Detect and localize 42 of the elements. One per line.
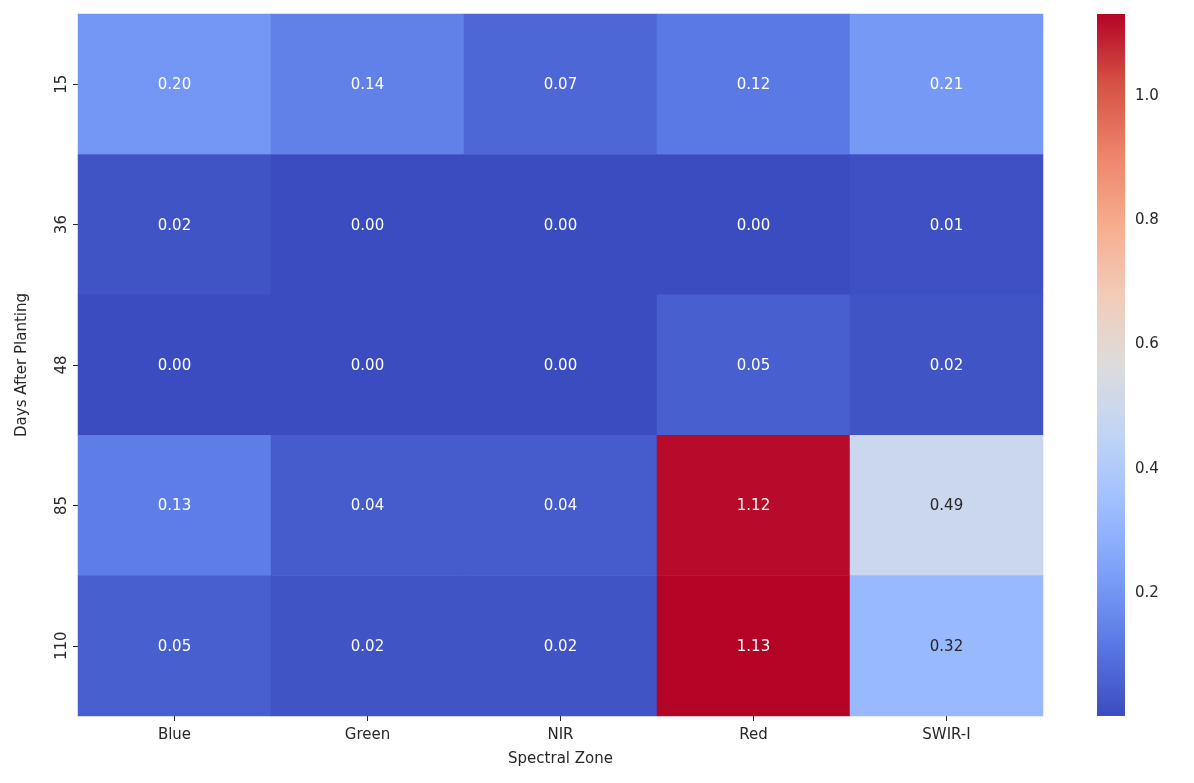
data-label: 0.32 — [929, 636, 964, 655]
x-tick-label: Blue — [157, 724, 192, 743]
data-label: 0.02 — [157, 215, 192, 234]
color-bar-label: 0.6 — [1135, 334, 1159, 353]
data-label: 1.13 — [736, 636, 771, 655]
data-label: 0.00 — [350, 356, 385, 374]
data-label: 0.49 — [929, 496, 964, 515]
y-tick-label: 85 — [51, 495, 70, 515]
data-label: 0.12 — [736, 75, 771, 94]
color-bar-label: 0.2 — [1135, 582, 1159, 601]
data-label: 0.05 — [736, 356, 771, 374]
x-tick-label: Red — [739, 724, 768, 743]
data-label: 0.13 — [157, 496, 192, 515]
x-tick-label: NIR — [547, 724, 574, 743]
x-axis-title: Spectral Zone — [508, 748, 613, 767]
data-label: 0.14 — [350, 75, 385, 94]
data-label: 0.00 — [157, 356, 192, 374]
data-label: 0.21 — [929, 75, 964, 94]
x-tick-label: Green — [344, 724, 391, 743]
y-axis-title: Days After Planting — [11, 293, 30, 437]
data-label: 0.07 — [543, 75, 578, 94]
x-tick-label: SWIR-I — [922, 724, 971, 743]
data-label: 0.00 — [350, 215, 385, 234]
data-label: 0.01 — [929, 215, 964, 234]
data-label: 0.02 — [350, 636, 385, 655]
data-label: 0.04 — [350, 496, 385, 515]
data-label: 0.04 — [543, 496, 578, 515]
data-label: 0.00 — [543, 215, 578, 234]
y-tick-label: 48 — [51, 355, 70, 375]
y-tick-label: 36 — [51, 215, 70, 235]
y-tick-label: 110 — [51, 631, 70, 661]
data-label: 0.00 — [543, 356, 578, 374]
color-bar-label: 1.0 — [1135, 85, 1159, 104]
data-label: 0.00 — [736, 215, 771, 234]
color-bar-label: 0.4 — [1135, 458, 1159, 477]
data-label: 0.20 — [157, 75, 192, 94]
y-tick-label: 15 — [51, 74, 70, 94]
data-label: 0.05 — [157, 636, 192, 655]
data-label: 0.02 — [929, 356, 964, 374]
color-bar-label: 0.8 — [1135, 210, 1159, 229]
data-label: 1.12 — [736, 496, 771, 515]
data-label: 0.02 — [543, 636, 578, 655]
